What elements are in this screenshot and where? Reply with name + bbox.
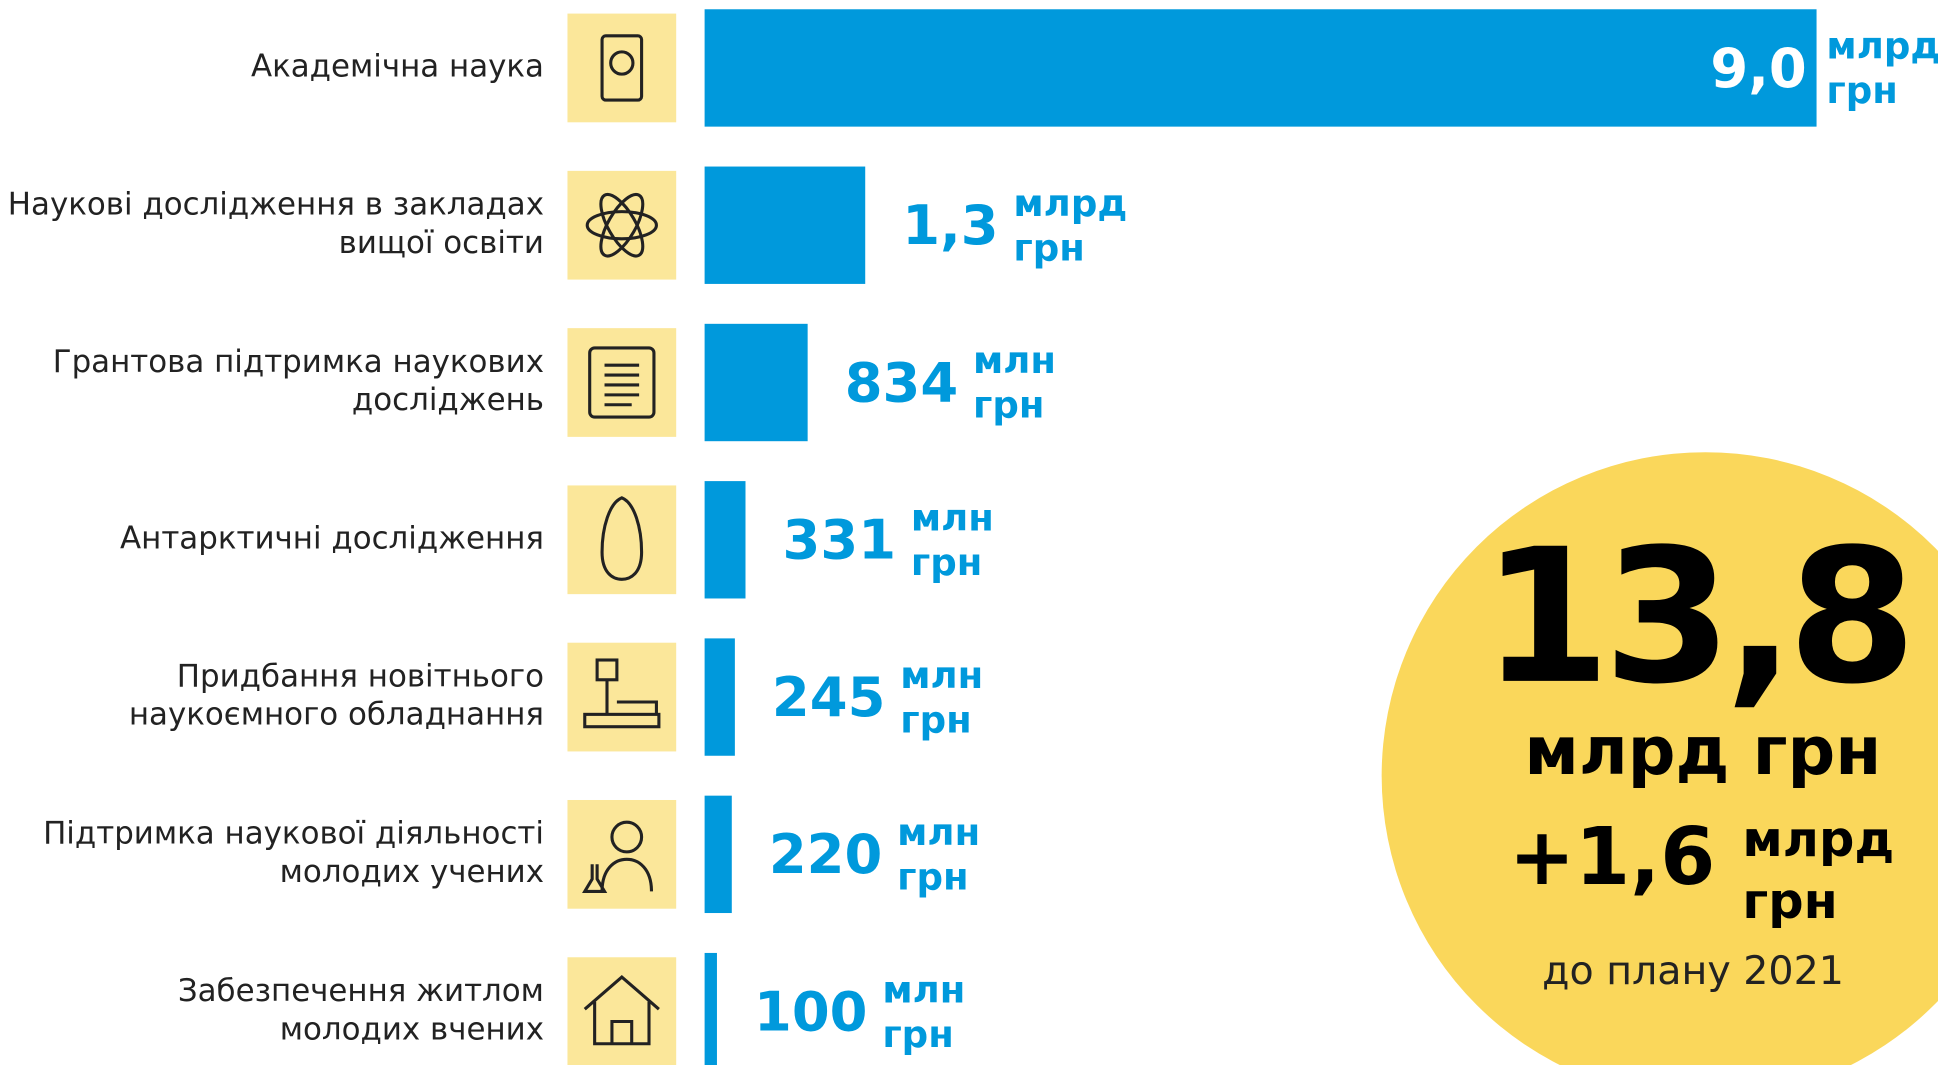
- icon: [567, 485, 677, 595]
- icon-tile: [567, 13, 677, 123]
- unit-label: млн: [973, 339, 1056, 382]
- category-label: Підтримка наукової діяльності: [43, 816, 544, 852]
- icon-shape: [588, 346, 656, 419]
- icon-shape: [583, 712, 661, 729]
- icon-shape: [583, 974, 660, 1046]
- unit-label: млн: [882, 968, 965, 1011]
- icon-tile: [567, 170, 677, 280]
- delta-value: +1,6: [1509, 811, 1715, 903]
- bar: [704, 952, 717, 1069]
- category-label: Забезпечення житлом: [178, 973, 544, 1009]
- unit-label: млрд: [1013, 182, 1127, 225]
- delta-unit: грн: [1742, 872, 1837, 930]
- category-label: досліджень: [352, 382, 544, 418]
- icon: [567, 13, 677, 123]
- note: до плану 2021: [1542, 948, 1844, 994]
- unit-label: грн: [882, 1013, 953, 1056]
- summary-circle: [1381, 452, 1938, 1069]
- bar: [704, 323, 808, 442]
- unit-label: млрд: [1826, 25, 1938, 68]
- category-label: Наукові дослідження в закладах: [8, 187, 544, 223]
- category-label: Академічна наука: [251, 48, 544, 84]
- icon: [567, 328, 677, 437]
- category-label: наукоємного обладнання: [129, 697, 544, 733]
- total-unit: млрд грн: [1524, 712, 1881, 790]
- unit-label: грн: [1013, 226, 1084, 269]
- category-label: молодих вчених: [280, 1011, 544, 1047]
- icon-tile: [567, 485, 677, 595]
- value-label: 331: [783, 509, 896, 572]
- icon-tile: [567, 642, 677, 752]
- icon: [567, 799, 677, 909]
- value-label: 220: [769, 823, 882, 886]
- category-label: вищої освіти: [339, 225, 544, 261]
- icon-tile: [567, 957, 677, 1066]
- icon-shape: [600, 496, 644, 581]
- icon: [567, 170, 677, 280]
- unit-label: грн: [900, 698, 971, 741]
- icon: [567, 642, 677, 752]
- icon-shape: [604, 363, 640, 407]
- value-label: 245: [772, 666, 885, 729]
- value-label: 9,0: [1710, 37, 1806, 100]
- icon-shape: [582, 857, 654, 893]
- unit-label: млн: [911, 497, 994, 540]
- value-label: 1,3: [902, 194, 998, 257]
- bar: [704, 9, 1817, 127]
- category-label: молодих учених: [280, 854, 544, 890]
- delta-unit: млрд: [1742, 810, 1894, 868]
- icon-shape: [599, 192, 645, 258]
- bar: [704, 166, 866, 284]
- unit-label: грн: [911, 541, 982, 584]
- category-label: Грантова підтримка наукових: [53, 344, 544, 380]
- bar: [704, 795, 732, 914]
- value-label: 100: [754, 980, 867, 1043]
- unit-label: млн: [897, 811, 980, 854]
- value-label: 834: [845, 351, 958, 414]
- icon-shape: [605, 679, 658, 715]
- total-value: 13,8: [1482, 509, 1910, 725]
- unit-label: млн: [900, 654, 983, 697]
- icon: [567, 957, 677, 1066]
- unit-label: грн: [897, 856, 968, 899]
- icon-shape: [610, 820, 644, 854]
- icon-tile: [567, 328, 677, 437]
- icon-shape: [609, 50, 635, 76]
- unit-label: грн: [1826, 69, 1897, 112]
- icon-shape: [585, 210, 658, 241]
- bar: [704, 481, 746, 599]
- unit-label: грн: [973, 384, 1044, 427]
- bar: [704, 638, 735, 756]
- icon-shape: [600, 34, 644, 102]
- category-label: Антарктичні дослідження: [120, 520, 544, 556]
- category-label: Придбання новітнього: [177, 658, 544, 694]
- icon-shape: [599, 192, 645, 258]
